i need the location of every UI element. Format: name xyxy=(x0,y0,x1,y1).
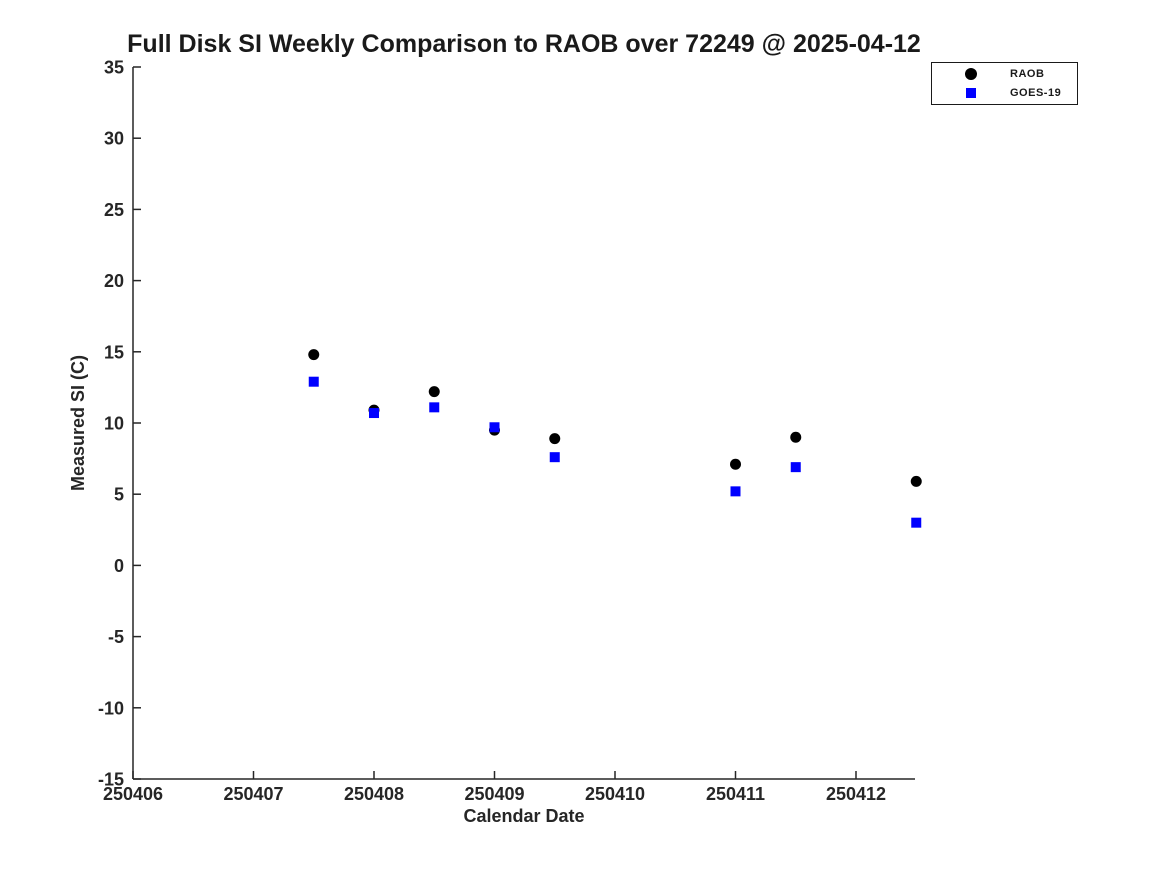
data-point-goes-19 xyxy=(911,517,922,528)
data-point-goes-19 xyxy=(308,376,319,387)
legend-label-goes19: GOES-19 xyxy=(1010,87,1062,100)
legend-marker-cell xyxy=(932,67,1010,80)
chart-title: Full Disk SI Weekly Comparison to RAOB o… xyxy=(127,30,921,58)
y-tick-label: -10 xyxy=(98,698,124,718)
legend-marker-cell xyxy=(932,88,1010,99)
legend-row-raob: RAOB xyxy=(932,65,1077,83)
data-point-goes-19 xyxy=(369,408,379,419)
x-tick-label: 250412 xyxy=(826,784,886,804)
data-point-raob xyxy=(308,349,320,361)
y-tick-label: 25 xyxy=(104,200,124,220)
y-axis-title: Measured SI (C) xyxy=(68,355,88,491)
x-tick-label: 250407 xyxy=(223,784,283,804)
data-point-goes-19 xyxy=(730,486,741,497)
y-tick-label: -15 xyxy=(98,770,124,790)
data-point-raob xyxy=(910,475,922,487)
y-tick-label: 35 xyxy=(104,58,124,78)
goes19-square-icon xyxy=(966,88,976,99)
y-tick-label: 30 xyxy=(104,129,124,149)
data-point-goes-19 xyxy=(489,422,500,433)
y-tick-label: 10 xyxy=(104,414,124,434)
x-axis-title: Calendar Date xyxy=(463,806,584,826)
legend-label-raob: RAOB xyxy=(1010,67,1045,80)
x-tick-label: 250410 xyxy=(585,784,645,804)
data-point-goes-19 xyxy=(790,462,801,473)
data-point-raob xyxy=(790,431,802,443)
data-point-raob xyxy=(549,433,561,445)
y-tick-label: 20 xyxy=(104,271,124,291)
data-point-raob xyxy=(428,386,440,398)
x-tick-label: 250409 xyxy=(464,784,524,804)
data-point-goes-19 xyxy=(429,402,440,413)
y-tick-label: 5 xyxy=(114,485,124,505)
x-tick-label: 250406 xyxy=(103,784,163,804)
y-tick-label: -5 xyxy=(108,627,124,647)
data-point-goes-19 xyxy=(549,452,560,463)
x-tick-label: 250408 xyxy=(344,784,404,804)
legend-row-goes19: GOES-19 xyxy=(932,84,1077,102)
legend: RAOB GOES-19 xyxy=(931,62,1078,105)
x-tick-label: 250411 xyxy=(706,784,765,804)
data-point-raob xyxy=(730,458,741,470)
raob-circle-icon xyxy=(965,67,977,80)
y-tick-label: 0 xyxy=(114,556,124,576)
y-tick-label: 15 xyxy=(104,342,124,362)
